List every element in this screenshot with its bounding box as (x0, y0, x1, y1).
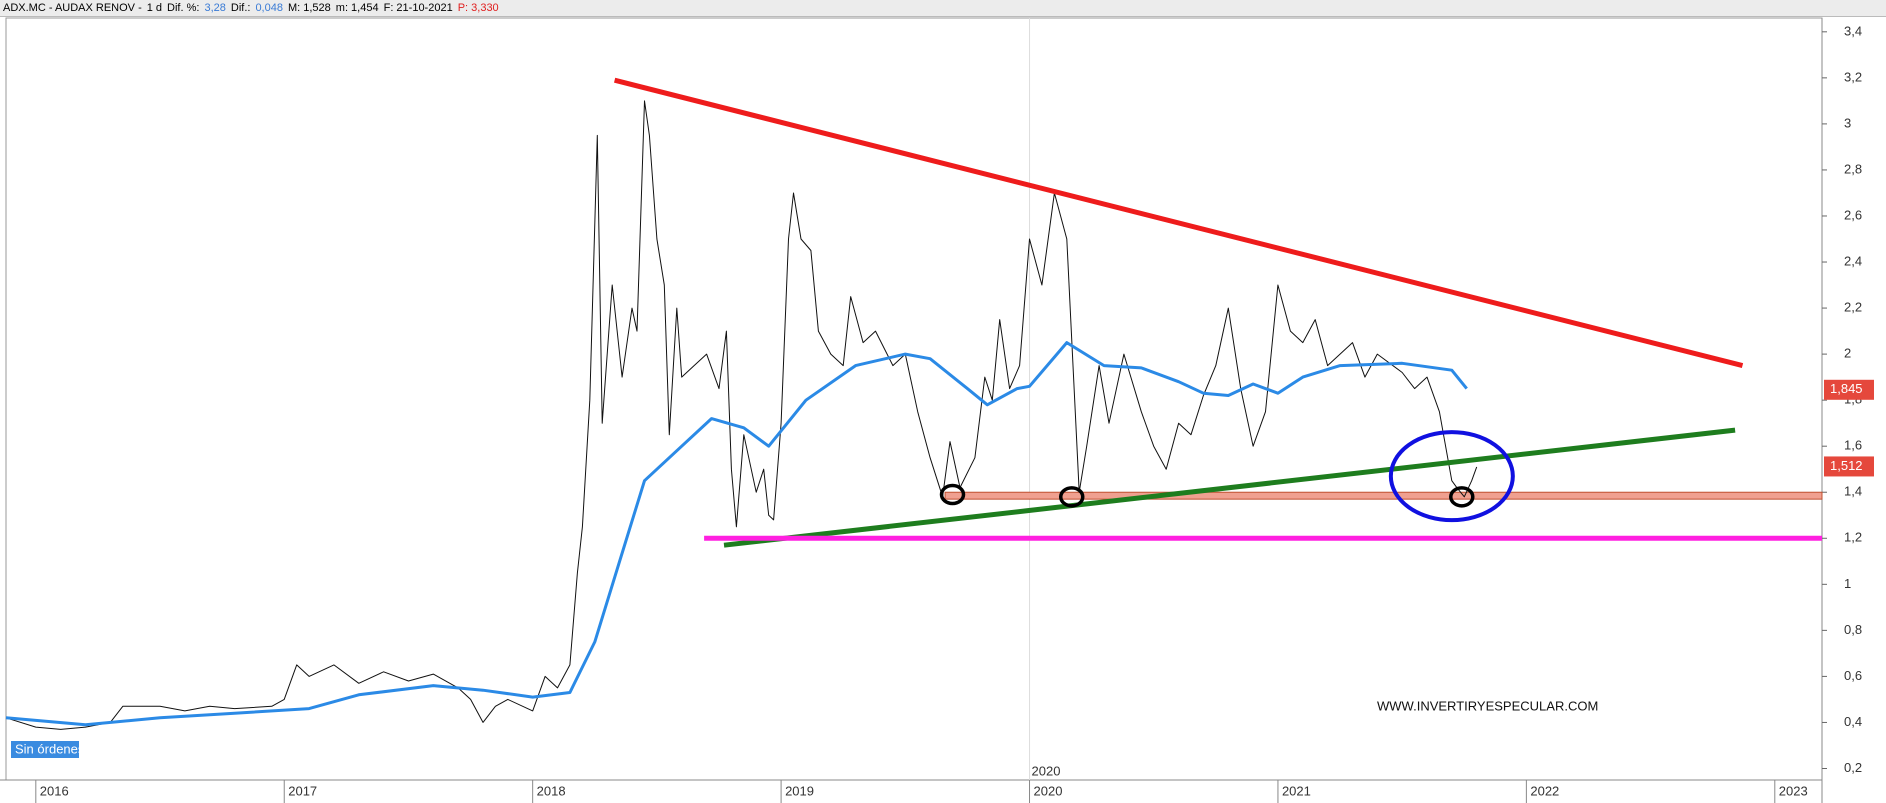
y-tick-label: 0,8 (1844, 622, 1862, 637)
price-tag (1824, 379, 1874, 400)
header-field: P: 3,330 (457, 2, 499, 14)
touch-circle (1449, 486, 1475, 508)
y-tick-label: 3,4 (1844, 23, 1862, 38)
y-tick-label: 2,4 (1844, 253, 1862, 268)
header-field: 3,28 (204, 2, 226, 14)
x-tick-label: 2016 (40, 783, 69, 798)
price-tag (1824, 456, 1874, 477)
header-field: Dif. %: (167, 2, 200, 14)
y-tick-label: 3,2 (1844, 69, 1862, 84)
x-tick-label: 2017 (288, 783, 317, 798)
support-band (944, 491, 1823, 500)
status-box (11, 741, 79, 758)
y-tick-label: 1,2 (1844, 530, 1862, 545)
header-bar: ADX.MC - AUDAX RENOV - 1 d Dif. %: 3,28 Dif.… (0, 0, 1886, 17)
x-tick-label: 2018 (537, 783, 566, 798)
header-field: 0,048 (255, 2, 283, 14)
y-tick-label: 2 (1844, 346, 1851, 361)
x-tick-label: 2019 (785, 783, 814, 798)
y-tick-label: 2,2 (1844, 300, 1862, 315)
trendline (613, 77, 1744, 369)
x-tick-label: 2022 (1530, 783, 1559, 798)
x-tick-label: 2021 (1282, 783, 1311, 798)
y-tick-label: 3 (1844, 115, 1851, 130)
y-tick-label: 1,4 (1844, 484, 1862, 499)
price-line (5, 100, 1478, 730)
y-tick-label: 1,6 (1844, 438, 1862, 453)
header-field: F: 21-10-2021 (383, 2, 453, 14)
crosshair-label: 2020 (1032, 763, 1061, 778)
y-tick-label: 1 (1844, 576, 1851, 591)
moving-average-line (5, 341, 1468, 727)
watermark: WWW.INVERTIRYESPECULAR.COM (1377, 698, 1598, 713)
trendline (723, 427, 1736, 548)
y-tick-label: 0,6 (1844, 668, 1862, 683)
header-field: Dif.: (230, 2, 251, 14)
y-tick-label: 2,6 (1844, 207, 1862, 222)
header-field: m: 1,454 (335, 2, 379, 14)
x-tick-label: 2020 (1034, 783, 1063, 798)
plot-frame (5, 17, 1823, 781)
price-tag-label: 1,845 (1830, 381, 1863, 396)
header-field: 1 d (146, 2, 163, 14)
highlight-ellipse (1388, 430, 1515, 523)
y-tick-label: 0,4 (1844, 714, 1862, 729)
y-tick-label: 0,2 (1844, 760, 1862, 775)
price-tag-label: 1,512 (1830, 458, 1863, 473)
header-field: M: 1,528 (287, 2, 331, 14)
y-tick-label: 2,8 (1844, 161, 1862, 176)
touch-circle (1059, 486, 1085, 508)
touch-circle (939, 483, 966, 506)
status-label: Sin órdenes (15, 741, 85, 756)
x-tick-label: 2023 (1779, 783, 1808, 798)
header-field: ADX.MC - AUDAX RENOV - (3, 2, 142, 14)
